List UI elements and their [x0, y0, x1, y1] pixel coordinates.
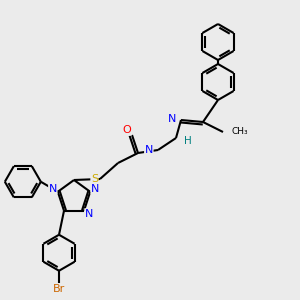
Text: N: N: [91, 184, 99, 194]
Text: O: O: [123, 125, 131, 135]
Text: H: H: [184, 136, 192, 146]
Text: Br: Br: [53, 284, 65, 294]
Text: N: N: [145, 145, 153, 155]
Text: CH₃: CH₃: [231, 128, 247, 136]
Text: N: N: [49, 184, 57, 194]
Text: N: N: [85, 209, 93, 219]
Text: S: S: [91, 174, 98, 184]
Text: N: N: [168, 114, 176, 124]
